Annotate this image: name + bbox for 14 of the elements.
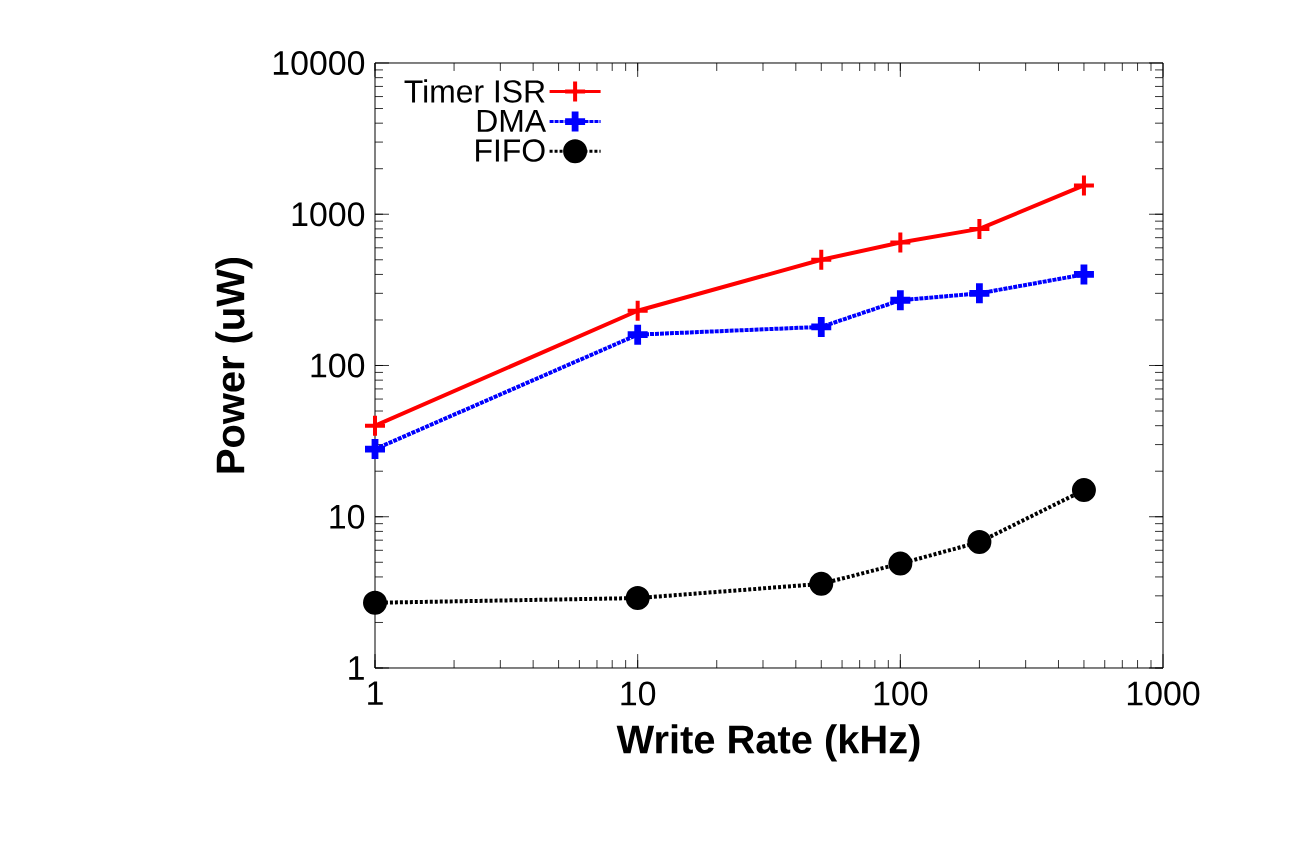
legend-label: FIFO [476,139,545,162]
y-tick-label: 1000 [292,202,365,227]
legend-label: DMA [477,109,547,132]
x-tick-label: 100 [874,681,928,706]
y-axis-title: Power (uW) [215,257,253,473]
y-tick-label: 10 [330,504,365,529]
x-tick-label: 1 [368,681,383,705]
legend-label: Timer ISR [404,79,545,103]
x-tick-label: 1000 [1127,681,1200,706]
y-tick-label: 1 [349,656,364,680]
y-tick-label: 10000 [273,51,365,75]
y-tick-label: 100 [311,353,365,378]
x-tick-label: 10 [621,681,656,706]
x-axis-title: Write Rate (kHz) [616,724,920,762]
